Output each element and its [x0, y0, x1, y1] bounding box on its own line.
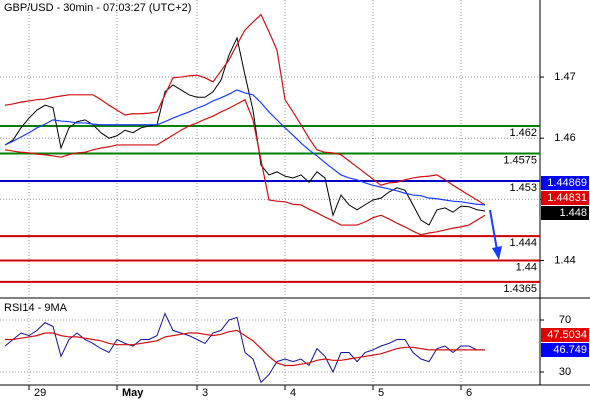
y-tick-label: 70 — [559, 314, 571, 326]
y-tick-label: 30 — [559, 366, 571, 378]
series-line — [5, 329, 485, 367]
level-label: 1.4575 — [503, 154, 537, 166]
series-line — [4, 98, 486, 236]
arrow-head — [492, 246, 502, 260]
price-tag — [541, 206, 589, 220]
forecast-arrow — [489, 209, 502, 260]
x-tick-label: 29 — [34, 387, 46, 399]
price-tag-label: 1.44831 — [547, 192, 587, 204]
level-label: 1.4365 — [503, 283, 537, 295]
series-line — [4, 312, 485, 384]
price-tag-label: 1.44869 — [547, 177, 587, 189]
x-tick-label: 4 — [290, 387, 296, 399]
x-tick-label: 3 — [202, 387, 208, 399]
series-line — [4, 13, 486, 206]
price-tag-label: 47.5034 — [547, 329, 587, 341]
level-label: 1.444 — [509, 237, 537, 249]
chart-title: GBP/USD - 30min - 07:03:27 (UTC+2) — [4, 2, 191, 14]
level-label: 1.44 — [516, 261, 537, 273]
price-tag — [541, 191, 589, 205]
price-tag-label: 1.448 — [559, 207, 587, 219]
y-tick-label: 1.47 — [554, 71, 575, 83]
price-tag-label: 46.749 — [553, 344, 587, 356]
y-tick-label: 1.44 — [554, 254, 575, 266]
series-line — [4, 89, 486, 206]
x-tick-label: 5 — [378, 387, 384, 399]
arrow-shaft — [489, 209, 498, 251]
series-line — [4, 36, 486, 226]
x-tick-label: May — [122, 387, 144, 399]
price-tag — [541, 176, 589, 190]
rsi-title: RSI14 - 9MA — [4, 302, 68, 314]
y-tick-label: 1.46 — [554, 132, 575, 144]
price-tag — [541, 328, 589, 342]
price-tag — [541, 343, 589, 357]
x-tick-label: 6 — [466, 387, 472, 399]
level-label: 1.462 — [509, 127, 537, 139]
level-label: 1.453 — [509, 182, 537, 194]
